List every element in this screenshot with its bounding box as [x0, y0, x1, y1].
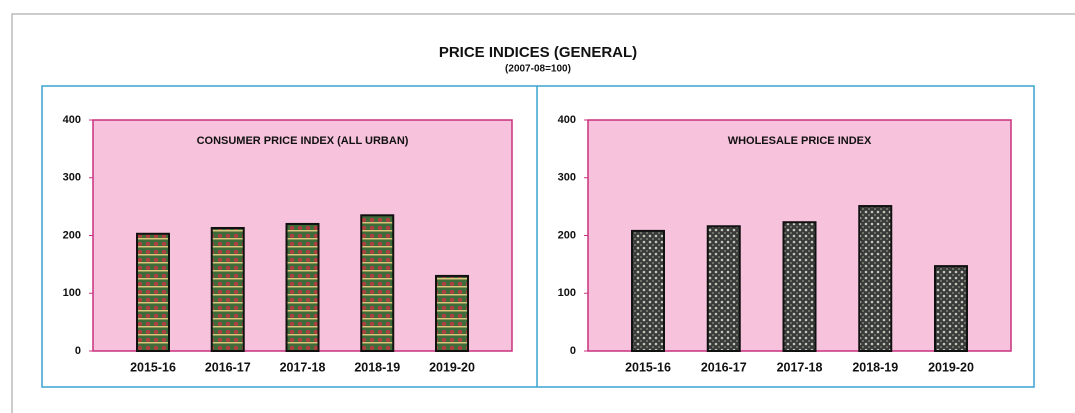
- x-tick-label: 2016-17: [701, 360, 747, 374]
- y-tick-label: 100: [63, 287, 81, 299]
- y-tick-label: 400: [558, 114, 576, 126]
- x-tick-label: 2018-19: [354, 360, 400, 374]
- panel-frame: [41, 85, 1035, 388]
- page-title: PRICE INDICES (GENERAL): [439, 44, 637, 61]
- x-tick-label: 2015-16: [625, 360, 671, 374]
- page-frame: [11, 13, 1075, 413]
- bar-texture: [210, 226, 245, 352]
- chart-title: WHOLESALE PRICE INDEX: [728, 135, 872, 147]
- y-tick-label: 300: [63, 172, 81, 184]
- page-subtitle: (2007-08=100): [505, 64, 571, 75]
- bar-texture: [858, 205, 893, 352]
- y-tick-label: 300: [558, 172, 576, 184]
- x-tick-label: 2018-19: [852, 360, 898, 374]
- chart-title: CONSUMER PRICE INDEX (ALL URBAN): [197, 135, 409, 147]
- x-tick-label: 2016-17: [205, 360, 251, 374]
- bar-texture: [934, 265, 968, 353]
- y-tick-label: 0: [75, 345, 81, 357]
- bar-texture: [435, 274, 469, 352]
- x-tick-label: 2019-20: [429, 360, 475, 374]
- y-tick-label: 0: [570, 345, 576, 357]
- y-tick-label: 400: [63, 114, 81, 126]
- x-tick-label: 2015-16: [130, 360, 176, 374]
- bar-texture: [360, 214, 395, 352]
- y-tick-label: 200: [558, 229, 576, 241]
- y-tick-label: 200: [63, 229, 81, 241]
- bar-texture: [631, 229, 665, 353]
- x-tick-label: 2017-18: [777, 360, 823, 374]
- x-tick-label: 2017-18: [280, 360, 326, 374]
- bar-texture: [706, 225, 741, 352]
- bar-texture: [782, 221, 817, 352]
- bar-texture: [285, 222, 320, 352]
- x-tick-label: 2019-20: [928, 360, 974, 374]
- y-tick-label: 100: [558, 287, 576, 299]
- bar-texture: [136, 232, 170, 352]
